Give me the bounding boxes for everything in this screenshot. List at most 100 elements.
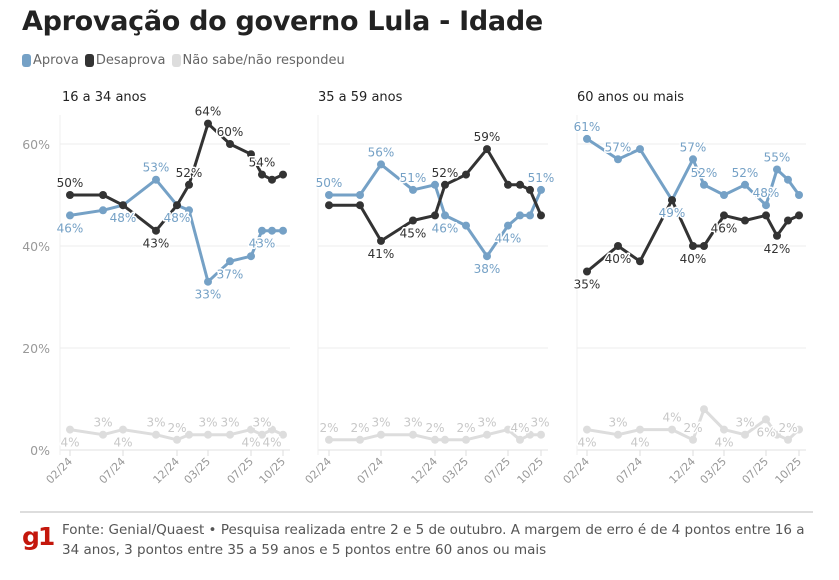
footer-source-text: Fonte: Genial/Quaest • Pesquisa realizad… xyxy=(62,522,805,558)
data-label: 57% xyxy=(680,140,707,154)
data-label: 52% xyxy=(732,166,759,180)
data-label: 35% xyxy=(574,278,601,292)
data-label: 40% xyxy=(605,252,632,266)
data-label: 50% xyxy=(57,176,84,190)
footer-divider xyxy=(20,511,813,513)
data-label: 4% xyxy=(714,436,733,450)
data-label: 4% xyxy=(60,436,79,450)
data-point xyxy=(537,430,545,439)
data-point xyxy=(636,425,644,434)
data-point xyxy=(152,430,160,439)
data-label: 4% xyxy=(662,411,681,425)
data-point xyxy=(185,180,193,189)
data-label: 60% xyxy=(217,125,244,139)
data-point xyxy=(204,430,212,439)
data-point xyxy=(614,430,622,439)
x-tick-label: 07/24 xyxy=(614,455,646,487)
data-point xyxy=(483,252,491,261)
data-point xyxy=(247,150,255,159)
data-point xyxy=(795,425,803,434)
data-label: 51% xyxy=(528,171,555,185)
data-point xyxy=(185,206,193,215)
data-point xyxy=(516,180,524,189)
data-point xyxy=(258,170,266,179)
data-point xyxy=(173,435,181,444)
x-tick-label: 12/24 xyxy=(151,455,183,487)
data-point xyxy=(583,425,591,434)
data-point xyxy=(356,435,364,444)
x-tick-label: 02/24 xyxy=(561,455,593,487)
data-point xyxy=(516,211,524,220)
panel-title: 35 a 59 anos xyxy=(318,90,403,105)
y-tick-label: 60% xyxy=(22,137,50,152)
data-label: 57% xyxy=(605,140,632,154)
data-label: 2% xyxy=(778,421,797,435)
data-point xyxy=(583,134,591,143)
data-point xyxy=(504,425,512,434)
data-label: 3% xyxy=(198,416,217,430)
data-point xyxy=(279,226,287,235)
x-tick-label: 07/24 xyxy=(355,455,387,487)
data-point xyxy=(784,175,792,184)
x-tick-label: 12/24 xyxy=(667,455,699,487)
data-label: 46% xyxy=(432,221,459,235)
data-point xyxy=(377,160,385,169)
data-point xyxy=(431,180,439,189)
data-label: 42% xyxy=(764,242,791,256)
data-point xyxy=(204,119,212,128)
data-label: 3% xyxy=(371,416,390,430)
data-point xyxy=(526,211,534,220)
data-label: 6% xyxy=(756,425,775,439)
data-point xyxy=(773,231,781,240)
data-point xyxy=(526,185,534,194)
data-label: 43% xyxy=(249,237,276,251)
y-tick-label: 0% xyxy=(30,443,50,458)
legend-swatch-nao-sabe xyxy=(171,54,181,67)
data-point xyxy=(526,430,534,439)
data-label: 48% xyxy=(110,211,137,225)
data-point xyxy=(668,425,676,434)
data-label: 3% xyxy=(608,416,627,430)
data-point xyxy=(441,211,449,220)
data-label: 3% xyxy=(220,416,239,430)
data-point xyxy=(689,242,697,250)
data-point xyxy=(741,180,749,189)
data-point xyxy=(152,226,160,235)
data-point xyxy=(268,175,276,184)
x-tick-label: 07/25 xyxy=(740,455,772,487)
x-tick-label: 07/25 xyxy=(225,455,257,487)
data-point xyxy=(762,415,770,424)
data-point xyxy=(409,185,417,194)
data-point xyxy=(795,211,803,220)
data-point xyxy=(504,221,512,230)
data-label: 4% xyxy=(630,436,649,450)
data-point xyxy=(356,201,364,210)
x-tick-label: 07/25 xyxy=(482,455,514,487)
legend-label: Aprova xyxy=(33,53,79,68)
data-point xyxy=(720,211,728,220)
data-point xyxy=(258,226,266,235)
data-label: 38% xyxy=(474,262,501,276)
x-tick-label: 07/24 xyxy=(97,455,129,487)
data-point xyxy=(356,191,364,199)
data-point xyxy=(409,430,417,439)
data-label: 59% xyxy=(474,130,501,144)
data-label: 4% xyxy=(113,436,132,450)
data-point xyxy=(636,145,644,154)
legend-item-desaprova[interactable]: Desaprova xyxy=(84,53,166,68)
data-point xyxy=(226,430,234,439)
data-point xyxy=(431,211,439,220)
data-label: 33% xyxy=(195,288,222,302)
legend-item-nao-sabe[interactable]: Não sabe/não respondeu xyxy=(171,53,345,68)
data-point xyxy=(441,435,449,444)
data-label: 2% xyxy=(456,421,475,435)
legend-item-aprova[interactable]: Aprova xyxy=(22,53,79,68)
data-point xyxy=(462,170,470,179)
data-point xyxy=(226,140,234,148)
data-label: 50% xyxy=(316,176,343,190)
data-label: 2% xyxy=(425,421,444,435)
x-tick-label: 02/24 xyxy=(44,455,76,487)
data-point xyxy=(247,425,255,434)
data-point xyxy=(614,155,622,164)
